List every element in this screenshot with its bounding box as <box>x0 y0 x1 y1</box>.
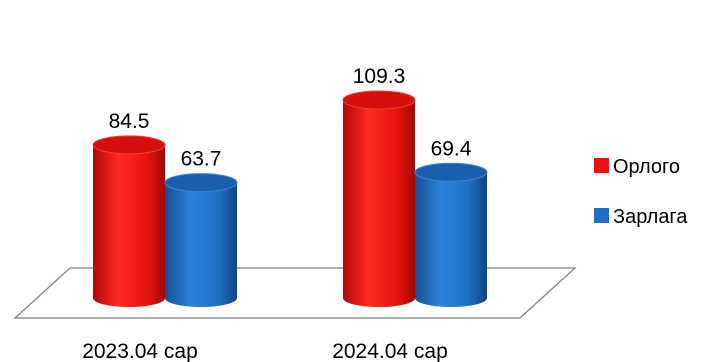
value-label-zarlaga-1: 69.4 <box>431 137 472 160</box>
bar-orlogo-1 <box>342 90 416 307</box>
legend: Орлого Зарлага <box>594 156 688 228</box>
value-label-zarlaga-0: 63.7 <box>181 148 222 171</box>
bar-top-zarlaga-1 <box>414 162 488 182</box>
bar-top-zarlaga-0 <box>164 173 238 193</box>
bar-body-orlogo-0 <box>93 144 165 307</box>
legend-label-zarlaga: Зарлага <box>613 206 688 228</box>
value-label-orlogo-1: 109.3 <box>353 65 406 88</box>
legend-swatch-zarlaga <box>594 208 609 223</box>
bar-orlogo-0 <box>92 135 166 307</box>
category-label-2023: 2023.04 сар <box>82 340 198 362</box>
bar-zarlaga-0 <box>164 173 238 307</box>
bar-body-zarlaga-0 <box>165 182 237 307</box>
bars-layer: 84.5 63.7 109.3 69.4 <box>92 65 488 307</box>
legend-swatch-orlogo <box>594 158 609 173</box>
bar-body-zarlaga-1 <box>415 172 487 307</box>
bar-top-orlogo-1 <box>342 90 416 110</box>
value-label-orlogo-0: 84.5 <box>109 110 150 133</box>
bar-top-orlogo-0 <box>92 135 166 155</box>
legend-label-orlogo: Орлого <box>613 156 680 178</box>
bar-zarlaga-1 <box>414 162 488 307</box>
bar-body-orlogo-1 <box>343 100 415 307</box>
category-label-2024: 2024.04 сар <box>332 340 448 362</box>
